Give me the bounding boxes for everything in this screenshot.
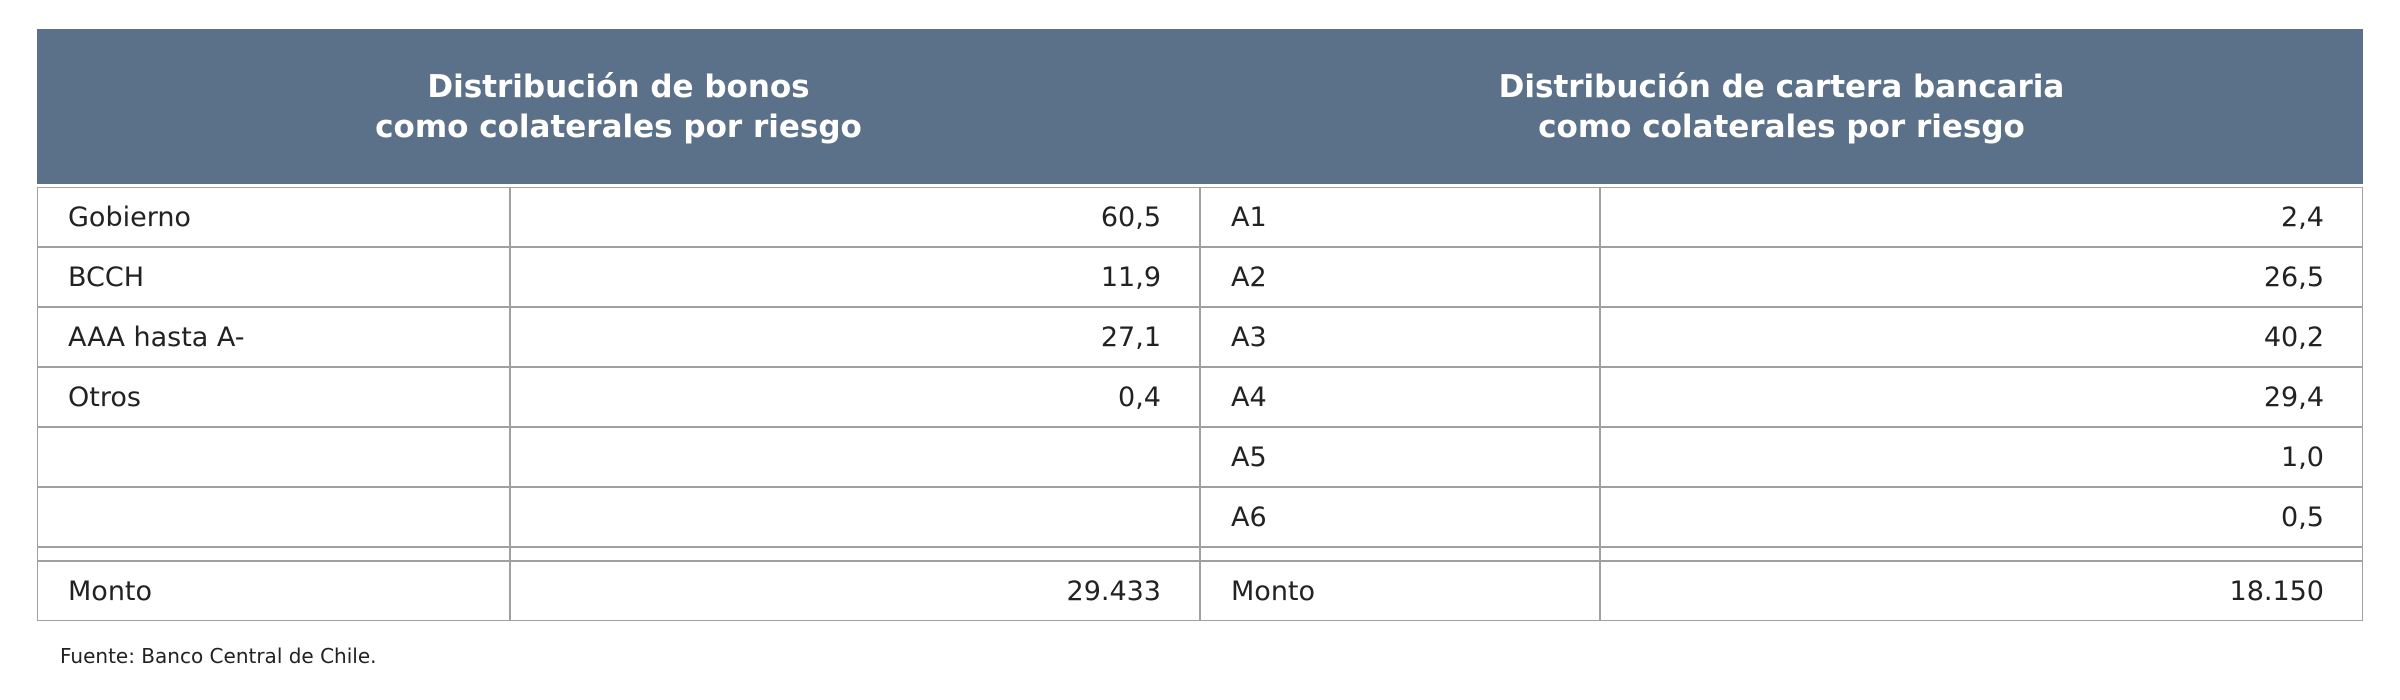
row-label: AAA hasta A- [37, 307, 510, 367]
row-label: A5 [1200, 427, 1600, 487]
source-note: Fuente: Banco Central de Chile. [60, 644, 377, 668]
header-line: Distribución de cartera bancaria [1498, 68, 2065, 105]
row-value: 11,9 [510, 247, 1200, 307]
row-value: 40,2 [1600, 307, 2363, 367]
row-label [37, 427, 510, 487]
row-value: 0,4 [510, 367, 1200, 427]
row-label: Gobierno [37, 187, 510, 247]
row-value [510, 427, 1200, 487]
total-label: Monto [37, 561, 510, 621]
section-header: Distribución de cartera bancaria como col… [1200, 29, 2363, 184]
row-label: BCCH [37, 247, 510, 307]
spacer [1600, 547, 2363, 561]
total-value: 18.150 [1600, 561, 2363, 621]
header-line: como colaterales por riesgo [375, 108, 862, 145]
header-line: Distribución de bonos [427, 68, 810, 105]
header-line: como colaterales por riesgo [1538, 108, 2025, 145]
row-label: Otros [37, 367, 510, 427]
row-label: A2 [1200, 247, 1600, 307]
section-header: Distribución de bonos como colaterales po… [37, 29, 1200, 184]
spacer [37, 547, 510, 561]
spacer [510, 547, 1200, 561]
row-value: 0,5 [1600, 487, 2363, 547]
total-value: 29.433 [510, 561, 1200, 621]
row-value: 27,1 [510, 307, 1200, 367]
row-label: A3 [1200, 307, 1600, 367]
row-value: 60,5 [510, 187, 1200, 247]
spacer [1200, 547, 1600, 561]
row-value: 1,0 [1600, 427, 2363, 487]
row-value: 2,4 [1600, 187, 2363, 247]
row-label [37, 487, 510, 547]
row-label: A1 [1200, 187, 1600, 247]
row-value [510, 487, 1200, 547]
row-value: 29,4 [1600, 367, 2363, 427]
total-label: Monto [1200, 561, 1600, 621]
row-label: A6 [1200, 487, 1600, 547]
row-value: 26,5 [1600, 247, 2363, 307]
row-label: A4 [1200, 367, 1600, 427]
